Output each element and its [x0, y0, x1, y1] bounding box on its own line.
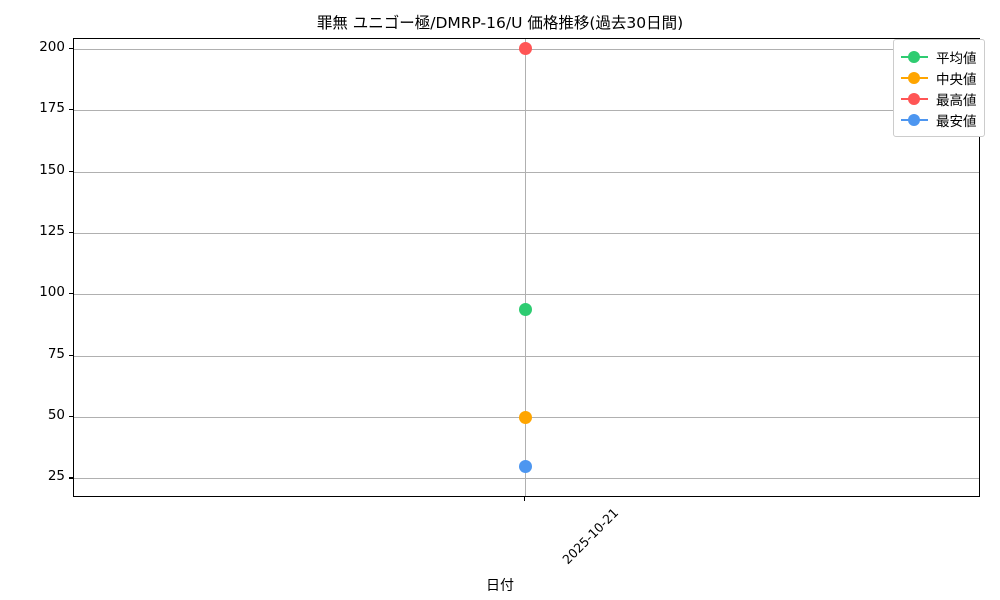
y-tick-mark: [69, 231, 73, 234]
y-tick-label: 125: [39, 222, 65, 239]
legend-marker-icon: [901, 71, 928, 84]
y-tick-label: 75: [47, 345, 65, 362]
y-tick-label: 175: [39, 100, 65, 117]
data-point-marker: [518, 459, 532, 473]
y-tick-mark: [69, 477, 73, 479]
gridline: [74, 171, 979, 173]
data-point-marker: [518, 302, 532, 316]
legend-item-label: 最高値: [936, 92, 977, 109]
gridline: [74, 110, 979, 112]
plot-area: [73, 38, 980, 497]
y-tick-label: 100: [39, 284, 65, 301]
chart-legend: 平均値中央値最高値最安値: [893, 39, 985, 137]
gridline: [74, 232, 979, 234]
y-tick-mark: [69, 293, 73, 295]
y-tick-mark: [69, 47, 73, 49]
y-tick-label: 50: [47, 407, 65, 423]
data-point-marker: [518, 42, 532, 56]
gridline: [74, 478, 979, 480]
x-axis-tick-label: 2025-10-21: [559, 505, 622, 567]
y-tick-label: 150: [39, 161, 65, 178]
gridline: [74, 294, 979, 296]
y-tick-mark: [69, 109, 73, 111]
x-axis-label: 日付: [486, 578, 514, 594]
y-tick-label: 25: [47, 468, 65, 485]
legend-item[interactable]: 最高値: [901, 88, 977, 109]
data-point-marker: [518, 410, 532, 424]
y-tick-label: 200: [39, 38, 65, 55]
gridline: [74, 355, 979, 357]
legend-item-label: 中央値: [936, 71, 977, 88]
legend-item[interactable]: 最安値: [901, 109, 977, 130]
legend-marker-icon: [901, 50, 928, 63]
legend-item-label: 平均値: [936, 50, 977, 67]
legend-item[interactable]: 平均値: [901, 46, 977, 67]
legend-marker-icon: [901, 92, 928, 105]
y-tick-mark: [69, 416, 73, 418]
y-tick-mark: [69, 354, 73, 356]
legend-item-label: 最安値: [936, 113, 977, 130]
y-tick-mark: [69, 170, 73, 172]
chart-title: 罪無 ユニゴー極/DMRP-16/U 価格推移(過去30日間): [316, 14, 684, 32]
x-tick-mark: [524, 497, 526, 501]
legend-item[interactable]: 中央値: [901, 67, 977, 88]
legend-marker-icon: [901, 113, 928, 126]
gridline-vertical: [525, 39, 526, 496]
